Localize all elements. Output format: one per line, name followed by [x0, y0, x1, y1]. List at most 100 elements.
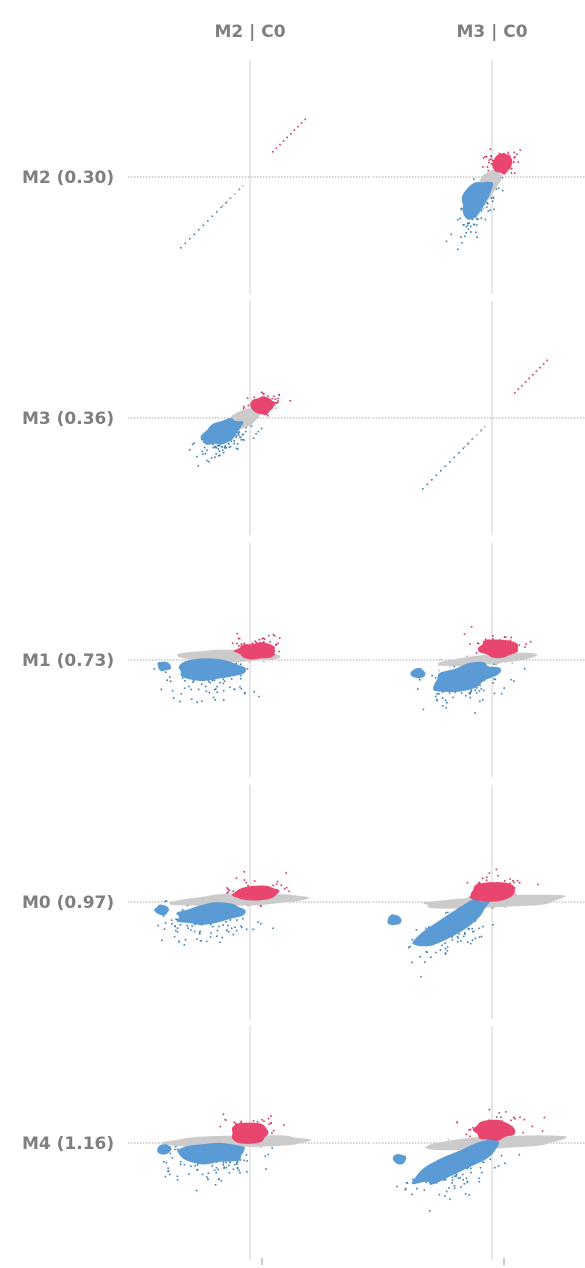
negative-point: [168, 1170, 170, 1172]
negative-point: [463, 224, 465, 226]
negative-point: [218, 1178, 220, 1180]
negative-point: [449, 461, 451, 463]
positive-point: [283, 140, 285, 142]
negative-point: [441, 945, 443, 947]
positive-point: [532, 374, 534, 376]
positive-point: [476, 652, 478, 654]
negative-point: [493, 197, 495, 199]
positive-point: [244, 879, 246, 881]
positive-point: [492, 635, 494, 637]
negative-region: [410, 668, 425, 678]
neutral-point: [448, 1139, 450, 1141]
positive-point: [539, 367, 541, 369]
negative-point: [175, 1146, 177, 1148]
negative-point: [216, 211, 218, 213]
positive-point: [289, 400, 291, 402]
positive-point: [482, 878, 484, 880]
positive-point: [518, 388, 520, 390]
negative-point: [258, 696, 260, 698]
negative-point: [223, 1162, 225, 1164]
neutral-point: [226, 201, 228, 203]
positive-point: [283, 1124, 285, 1126]
negative-point: [449, 1199, 451, 1201]
scatter-panel: [128, 60, 370, 294]
negative-point: [199, 932, 201, 934]
negative-point: [470, 231, 472, 233]
positive-point: [304, 119, 306, 121]
negative-point: [198, 689, 200, 691]
negative-point: [486, 206, 488, 208]
negative-point: [478, 928, 480, 930]
positive-point: [507, 154, 509, 156]
neutral-point: [464, 446, 466, 448]
negative-point: [487, 203, 489, 205]
negative-point: [202, 451, 204, 453]
positive-point: [530, 641, 532, 643]
positive-point: [263, 1120, 265, 1122]
negative-point: [253, 691, 255, 693]
neutral-point: [476, 434, 478, 436]
positive-point: [257, 1121, 259, 1123]
negative-point: [498, 1165, 500, 1167]
positive-point: [279, 144, 281, 146]
positive-point: [275, 402, 277, 404]
positive-point: [271, 398, 273, 400]
negative-point: [406, 1182, 408, 1184]
positive-point: [245, 882, 247, 884]
negative-point: [202, 453, 204, 455]
negative-point: [476, 692, 478, 694]
negative-point: [227, 925, 229, 927]
negative-point: [205, 453, 207, 455]
negative-point: [239, 686, 241, 688]
negative-point: [479, 685, 481, 687]
positive-point: [267, 395, 269, 397]
positive-point: [277, 881, 279, 883]
negative-point: [221, 207, 223, 209]
positive-point: [290, 133, 292, 135]
negative-point: [450, 234, 452, 236]
negative-point: [223, 452, 225, 454]
negative-point: [457, 941, 459, 943]
positive-point: [513, 157, 515, 159]
positive-point: [472, 1127, 474, 1129]
positive-point: [489, 1109, 491, 1111]
negative-point: [165, 922, 167, 924]
neutral-point: [468, 442, 470, 444]
negative-point: [493, 678, 495, 680]
positive-point: [267, 415, 269, 417]
negative-point: [481, 688, 483, 690]
negative-point: [215, 1184, 217, 1186]
negative-point: [411, 962, 413, 964]
column-title: M2 | C0: [214, 22, 285, 42]
negative-point: [448, 1187, 450, 1189]
positive-point: [220, 1126, 222, 1128]
negative-point: [222, 450, 224, 452]
positive-point: [542, 1130, 544, 1132]
negative-point: [222, 924, 224, 926]
negative-point: [260, 923, 262, 925]
positive-point: [470, 1129, 472, 1131]
negative-point: [221, 446, 223, 448]
negative-point: [164, 928, 166, 930]
negative-point: [468, 222, 470, 224]
positive-point: [511, 168, 513, 170]
negative-point: [461, 692, 463, 694]
positive-point: [247, 397, 249, 399]
negative-point: [460, 1186, 462, 1188]
scatter-panel: [128, 785, 370, 1019]
scatter-panel: [128, 543, 370, 777]
negative-point: [483, 1162, 485, 1164]
positive-point: [543, 363, 545, 365]
negative-point: [196, 938, 198, 940]
positive-point: [248, 405, 250, 407]
negative-point: [210, 932, 212, 934]
negative-point: [180, 924, 182, 926]
positive-point: [510, 1120, 512, 1122]
positive-point: [253, 1120, 255, 1122]
positive-point: [268, 635, 270, 637]
negative-point: [481, 1172, 483, 1174]
negative-point: [163, 1161, 165, 1163]
negative-point: [503, 687, 505, 689]
negative-point: [214, 680, 216, 682]
negative-point: [161, 689, 163, 691]
